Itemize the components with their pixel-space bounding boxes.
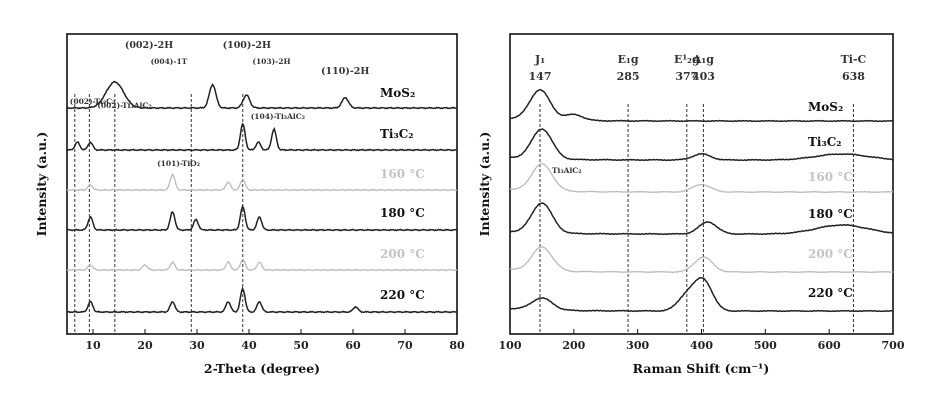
raman-series-label: 220 °C xyxy=(808,286,853,300)
raman-x-axis-label: Raman Shift (cm⁻¹) xyxy=(633,361,770,376)
xrd-peak-annotation: (104)-Ti₃AlC₂ xyxy=(251,112,305,121)
xrd-y-axis-label: Intensity (a.u.) xyxy=(34,132,49,237)
raman-series-label: 200 °C xyxy=(808,247,853,261)
xrd-series-label: Ti₃C₂ xyxy=(380,127,414,141)
raman-series-line xyxy=(509,202,894,236)
xrd-tick-label: 40 xyxy=(241,339,257,352)
xrd-tick-label: 20 xyxy=(137,339,153,352)
xrd-series-label: 160 °C xyxy=(380,167,425,181)
xrd-curve-labels: MoS₂ Ti₃C₂ 160 °C 180 °C 200 °C 220 °C xyxy=(380,86,425,302)
raman-mode-label: E¹₂g xyxy=(674,53,700,66)
raman-series-label: 160 °C xyxy=(808,170,853,184)
raman-x-ticks: 100 200 300 400 500 600 700 xyxy=(499,329,905,352)
xrd-series-label: 180 °C xyxy=(380,206,425,220)
xrd-tick-label: 30 xyxy=(189,339,205,352)
xrd-peak-annotation: (103)-2H xyxy=(252,57,290,66)
xrd-tick-label: 10 xyxy=(85,339,101,352)
xrd-series-line xyxy=(66,122,458,152)
raman-mode-label: Ti-C xyxy=(841,53,867,66)
raman-tick-label: 700 xyxy=(882,339,905,352)
xrd-series-label: 200 °C xyxy=(380,247,425,261)
raman-mode-value: 285 xyxy=(617,70,640,83)
xrd-peak-annotation: (110)-2H xyxy=(321,66,369,77)
xrd-x-axis-label: 2-Theta (degree) xyxy=(204,361,320,376)
xrd-series-line xyxy=(66,286,458,314)
xrd-peak-annotation: (002)-Ti₃AlC₂ xyxy=(97,101,151,110)
xrd-series-line xyxy=(66,172,458,192)
xrd-plot-frame xyxy=(66,33,458,335)
raman-mode-label: E₁g xyxy=(618,53,639,66)
xrd-curves xyxy=(66,80,458,314)
xrd-peak-annotation: (002)-2H xyxy=(125,40,173,51)
xrd-series-label: 220 °C xyxy=(380,288,425,302)
xrd-series-line xyxy=(66,259,458,272)
raman-series-label: 180 °C xyxy=(808,207,853,221)
raman-series-line xyxy=(509,246,894,274)
raman-mode-value: 403 xyxy=(692,70,715,83)
xrd-annotations: (002)-2H (004)-1T (100)-2H (103)-2H (110)-2H… xyxy=(70,40,370,168)
xrd-series-line xyxy=(66,80,458,110)
raman-series-line xyxy=(510,162,894,194)
xrd-peak-annotation: (100)-2H xyxy=(223,40,271,51)
raman-mode-label: A₁g xyxy=(692,53,714,66)
raman-series-label: MoS₂ xyxy=(808,100,843,114)
xrd-tick-label: 50 xyxy=(293,339,309,352)
raman-tick-label: 100 xyxy=(499,339,522,352)
raman-mode-value: 377 xyxy=(675,70,698,83)
raman-tick-label: 200 xyxy=(562,339,585,352)
raman-panel: MoS₂ Ti₃C₂ 160 °C 180 °C 200 °C 220 °C J₁ 147 E… xyxy=(477,33,905,376)
raman-mode-value: 147 xyxy=(529,70,552,83)
xrd-tick-label: 80 xyxy=(449,339,465,352)
xrd-peak-annotation: (002)-Ti₃C₂ xyxy=(70,97,116,106)
raman-tick-label: 500 xyxy=(754,339,777,352)
raman-tick-label: 600 xyxy=(818,339,841,352)
raman-mode-label: J₁ xyxy=(534,53,545,66)
xrd-peak-annotation: (004)-1T xyxy=(151,57,188,66)
raman-series-line xyxy=(509,277,894,313)
raman-y-axis-label: Intensity (a.u.) xyxy=(477,132,492,237)
xrd-panel: MoS₂ Ti₃C₂ 160 °C 180 °C 200 °C 220 °C (002)-… xyxy=(34,33,465,376)
raman-series-line xyxy=(509,128,894,162)
raman-annotations: J₁ 147 E₁g 285 E¹₂g 377 A₁g 403 Ti-C 638 Ti₃AlC₂ xyxy=(529,53,867,175)
xrd-series-line xyxy=(66,204,458,232)
raman-mode-value: 638 xyxy=(842,70,865,83)
xrd-x-ticks: 10 20 30 40 50 60 70 80 xyxy=(85,329,465,352)
raman-curve-labels: MoS₂ Ti₃C₂ 160 °C 180 °C 200 °C 220 °C xyxy=(808,100,853,300)
xrd-reference-lines xyxy=(74,94,244,334)
raman-tick-label: 400 xyxy=(690,339,713,352)
xrd-peak-annotation: (101)-TiO₂ xyxy=(157,159,200,168)
raman-curves xyxy=(509,88,894,313)
raman-series-line xyxy=(509,88,894,123)
xrd-tick-label: 70 xyxy=(397,339,413,352)
xrd-series-label: MoS₂ xyxy=(380,86,415,100)
raman-reference-lines xyxy=(539,104,854,334)
xrd-tick-label: 60 xyxy=(345,339,361,352)
raman-tick-label: 300 xyxy=(626,339,649,352)
raman-series-label: Ti₃C₂ xyxy=(808,135,842,149)
raman-peak-annotation: Ti₃AlC₂ xyxy=(552,166,582,175)
